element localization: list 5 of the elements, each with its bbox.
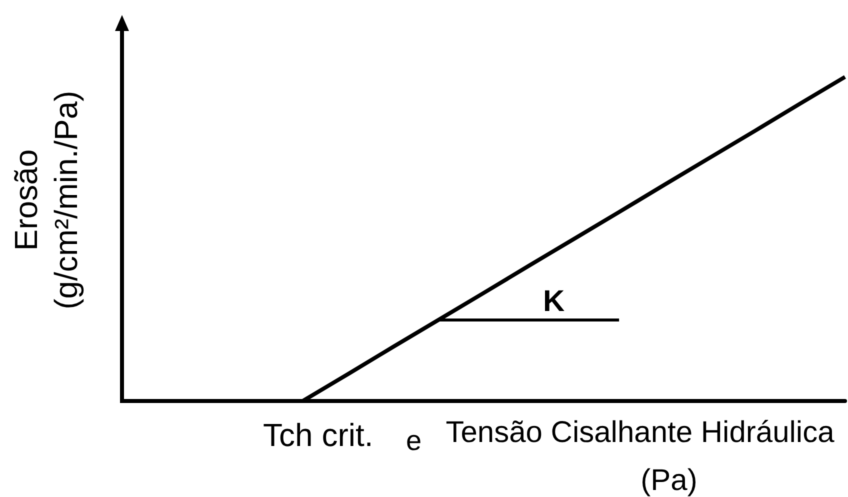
x-axis-title: Tensão Cisalhante Hidráulica (Pa) xyxy=(446,415,836,497)
y-axis-title: Erosão (g/cm²/min./Pa) xyxy=(7,90,85,312)
annotation: K xyxy=(543,285,565,318)
text: e xyxy=(406,425,422,456)
text: Tch crit. xyxy=(263,417,374,453)
